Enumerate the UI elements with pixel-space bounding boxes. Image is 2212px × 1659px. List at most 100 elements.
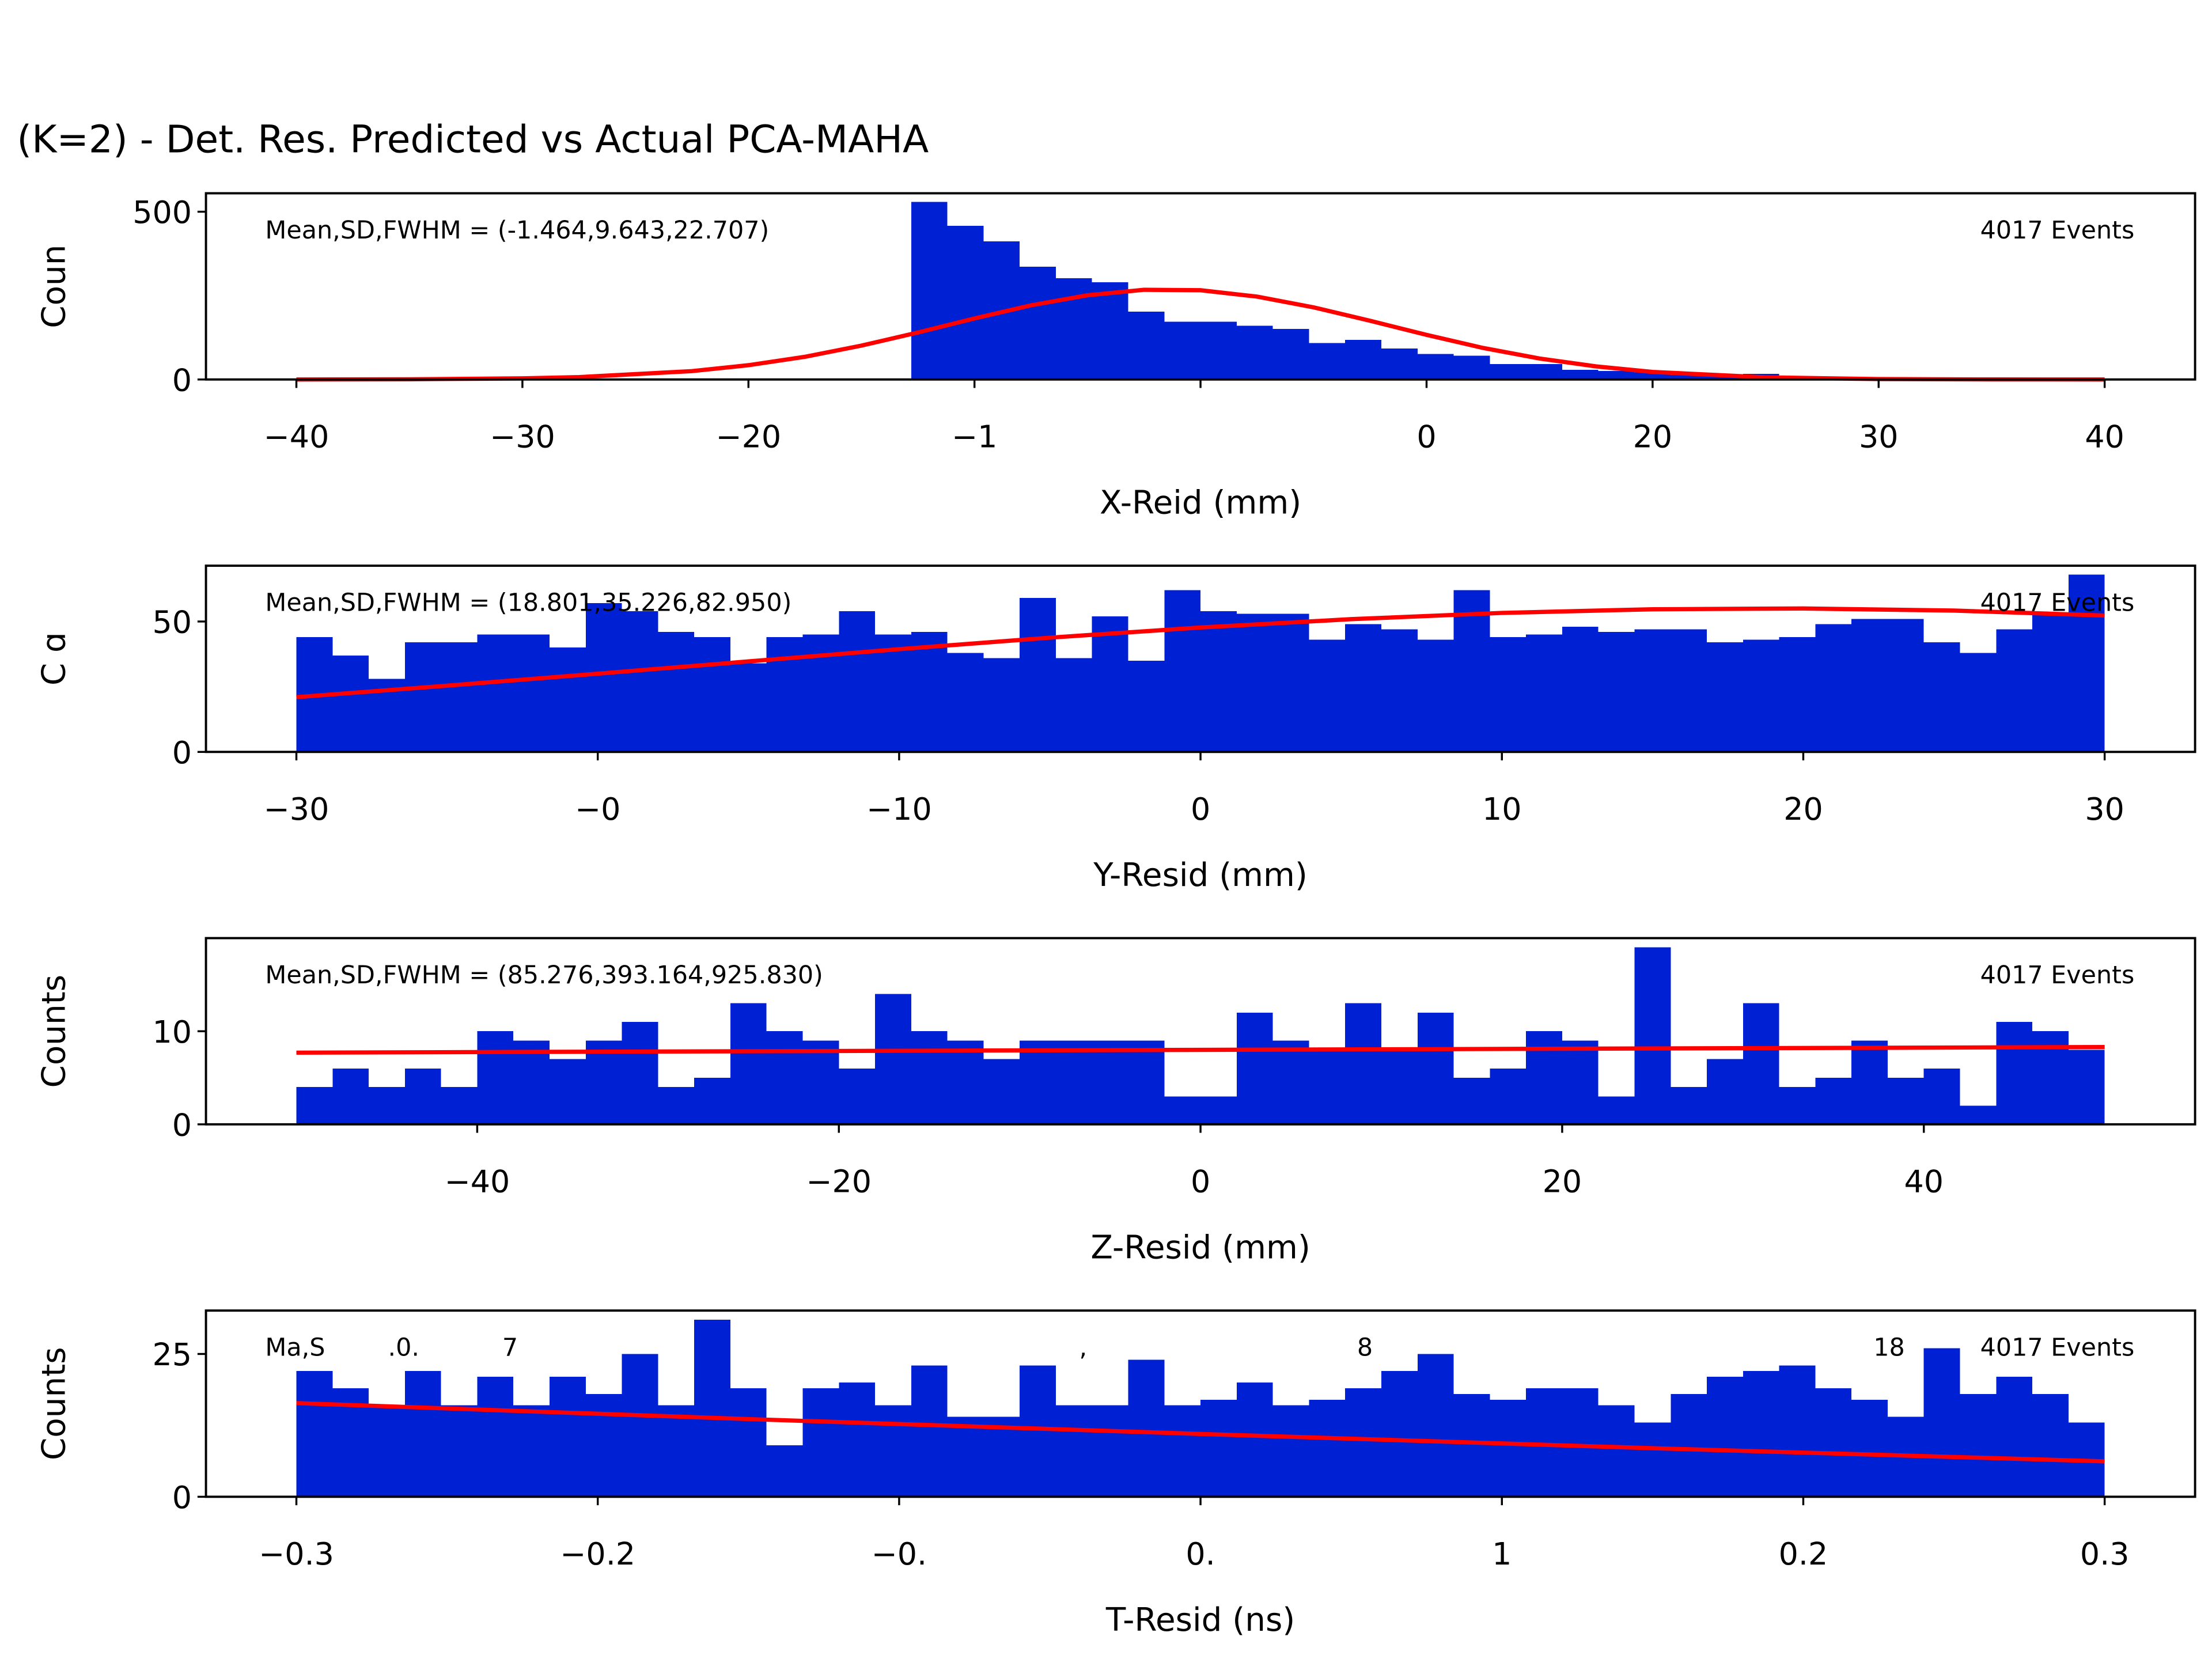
histogram-bar xyxy=(1055,1405,1092,1497)
histogram-bar xyxy=(1453,1078,1490,1124)
histogram-bar xyxy=(1453,1393,1490,1497)
histogram-bar xyxy=(1779,1365,1816,1497)
y-axis-label: Coun xyxy=(36,245,73,328)
histogram-bar xyxy=(1417,1354,1454,1497)
histogram-bar xyxy=(1707,1377,1743,1497)
histogram-bar xyxy=(1055,1040,1092,1124)
histogram-bar xyxy=(730,663,767,752)
histogram-bar xyxy=(622,1354,658,1497)
histogram-bar xyxy=(947,1040,984,1124)
histogram-bar xyxy=(875,994,911,1124)
x-tick-label: −1 xyxy=(952,418,997,454)
histogram-bar xyxy=(1381,1371,1418,1497)
histogram-bar xyxy=(549,1377,586,1497)
histogram-bar xyxy=(1996,629,2033,752)
histogram-bar xyxy=(1309,639,1346,752)
annotation: Mean,SD,FWHM = (85.276,393.164,925.830) xyxy=(265,961,823,990)
histogram-bar xyxy=(2032,1393,2069,1497)
y-tick-label: 10 xyxy=(153,1014,192,1050)
x-tick-label: 20 xyxy=(1543,1163,1582,1199)
histogram-bar xyxy=(839,611,876,752)
histogram-bar xyxy=(1996,1377,2033,1497)
histogram-bar xyxy=(296,1371,333,1497)
histogram-bar xyxy=(802,1040,839,1124)
histogram-bar xyxy=(1671,375,1707,380)
histogram-bar xyxy=(1743,1003,1779,1124)
histogram-bar xyxy=(802,634,839,752)
histogram-bar xyxy=(1200,321,1237,380)
x-tick-label: 10 xyxy=(1482,791,1522,827)
histogram-bar xyxy=(477,1031,514,1124)
histogram-bar xyxy=(1345,1388,1381,1497)
histogram-bar xyxy=(1562,1388,1599,1497)
x-axis-label: Y-Resid (mm) xyxy=(1093,857,1308,894)
histogram-bar xyxy=(1236,1382,1273,1497)
histogram-bar xyxy=(1526,363,1562,380)
histogram-bar xyxy=(911,202,948,380)
x-axis-label: X-Reid (mm) xyxy=(1100,484,1301,521)
histogram-bar xyxy=(1128,312,1165,380)
x-tick-label: −0.3 xyxy=(259,1536,334,1572)
histogram-bar xyxy=(2032,613,2069,752)
histogram-bar xyxy=(694,637,730,752)
histogram-bar xyxy=(1236,613,1273,752)
histogram-bar xyxy=(1092,1405,1128,1497)
histogram-bar xyxy=(2068,1050,2105,1124)
histogram-bar xyxy=(1020,1040,1056,1124)
histogram-bar xyxy=(1851,619,1888,752)
histogram-bar xyxy=(1164,590,1201,752)
y-tick-label: 0 xyxy=(172,734,192,771)
histogram-bar xyxy=(1634,947,1671,1124)
histogram-bar xyxy=(730,1003,767,1124)
histogram-bar xyxy=(332,1068,369,1124)
histogram-bar xyxy=(1707,1059,1743,1124)
histogram-bar xyxy=(1236,1012,1273,1124)
annotation: 8 xyxy=(1357,1333,1373,1362)
x-tick-label: 0.3 xyxy=(2080,1536,2130,1572)
histogram-bar xyxy=(2068,574,2105,752)
histogram-bar xyxy=(694,1078,730,1124)
annotation: Mean,SD,FWHM = (18.801,35.226,82.950) xyxy=(265,588,791,617)
x-axis-label: Z-Resid (mm) xyxy=(1090,1229,1310,1266)
histogram-bar xyxy=(1923,642,1960,752)
histogram-bar xyxy=(1490,363,1527,380)
y-tick-label: 500 xyxy=(132,194,192,230)
histogram-bar xyxy=(766,637,803,752)
x-axis-label: T-Resid (ns) xyxy=(1105,1601,1295,1639)
histogram-bar xyxy=(1562,369,1599,380)
histogram-bar xyxy=(1092,282,1128,380)
histogram-bar xyxy=(404,1371,441,1497)
histogram-bar xyxy=(1598,1405,1635,1497)
histogram-bar xyxy=(1598,1096,1635,1124)
histogram-bar xyxy=(1381,629,1418,752)
histogram-bar xyxy=(766,1031,803,1124)
annotation: 4017 Events xyxy=(1980,588,2135,617)
histogram-bar xyxy=(1779,637,1816,752)
x-tick-label: 30 xyxy=(1859,418,1899,454)
x-tick-label: 0 xyxy=(1191,1163,1210,1199)
histogram-bar xyxy=(911,1031,948,1124)
x-tick-label: −0.2 xyxy=(560,1536,635,1572)
x-tick-label: −40 xyxy=(445,1163,510,1199)
histogram-bar xyxy=(622,611,658,752)
histogram-bar xyxy=(1381,1050,1418,1124)
histogram-bar xyxy=(947,1416,984,1497)
histogram-bar xyxy=(513,1405,550,1497)
y-axis-label: Counts xyxy=(36,1347,73,1460)
histogram-bar xyxy=(694,1319,730,1497)
histogram-bar xyxy=(1707,642,1743,752)
histogram-bar xyxy=(1562,1040,1599,1124)
y-tick-label: 25 xyxy=(153,1336,192,1373)
y-tick-label: 0 xyxy=(172,1479,192,1516)
histogram-bar xyxy=(875,634,911,752)
histogram-bar xyxy=(1164,1405,1201,1497)
x-tick-label: 40 xyxy=(1904,1163,1944,1199)
histogram-bar xyxy=(1490,1068,1527,1124)
histogram-bar xyxy=(1020,267,1056,380)
x-tick-label: −30 xyxy=(264,791,329,827)
fit-line xyxy=(296,606,2105,699)
histogram-bar xyxy=(802,1388,839,1497)
histogram-bar xyxy=(1743,1371,1779,1497)
